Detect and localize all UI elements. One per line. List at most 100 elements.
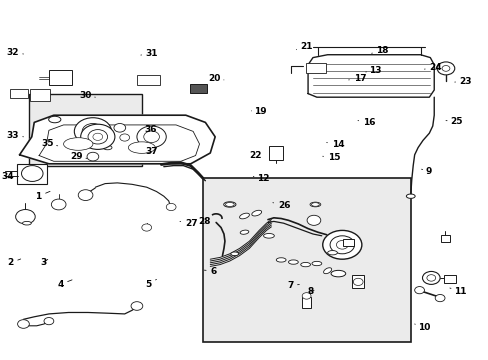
- Ellipse shape: [288, 260, 298, 264]
- Bar: [29, 94, 142, 166]
- Circle shape: [16, 210, 35, 224]
- Text: 1: 1: [35, 191, 50, 201]
- Text: 29: 29: [70, 152, 87, 161]
- Text: 22: 22: [249, 151, 262, 160]
- Circle shape: [78, 190, 93, 201]
- Ellipse shape: [311, 203, 319, 206]
- Ellipse shape: [128, 142, 155, 153]
- Ellipse shape: [239, 213, 249, 219]
- Bar: [10, 89, 28, 98]
- Bar: [443, 275, 455, 283]
- Text: 37: 37: [145, 147, 158, 156]
- Circle shape: [306, 215, 320, 225]
- Circle shape: [302, 293, 310, 299]
- Bar: [268, 146, 282, 160]
- Bar: [189, 84, 206, 93]
- Ellipse shape: [406, 194, 414, 198]
- Text: 4: 4: [57, 280, 72, 289]
- Circle shape: [352, 278, 362, 285]
- Circle shape: [18, 320, 29, 328]
- Circle shape: [114, 123, 125, 132]
- Text: 26: 26: [272, 201, 290, 210]
- Bar: [305, 63, 325, 73]
- Ellipse shape: [251, 210, 261, 216]
- Ellipse shape: [311, 261, 321, 266]
- Ellipse shape: [276, 258, 285, 262]
- Circle shape: [137, 126, 166, 148]
- Circle shape: [74, 118, 111, 145]
- Bar: [351, 275, 364, 288]
- Polygon shape: [20, 115, 215, 164]
- Text: 2: 2: [7, 258, 20, 267]
- Text: 9: 9: [421, 166, 431, 175]
- Bar: [302, 297, 310, 308]
- Circle shape: [82, 123, 103, 139]
- Text: 7: 7: [286, 281, 299, 290]
- Text: 10: 10: [414, 323, 429, 332]
- Text: 27: 27: [180, 219, 197, 228]
- Bar: [203, 178, 410, 342]
- Ellipse shape: [300, 262, 310, 267]
- Ellipse shape: [330, 270, 345, 277]
- Text: 30: 30: [80, 91, 95, 100]
- Bar: [343, 239, 353, 246]
- Ellipse shape: [240, 230, 248, 234]
- Text: 36: 36: [144, 125, 157, 134]
- Text: 24: 24: [424, 63, 441, 72]
- Text: 17: 17: [348, 74, 366, 83]
- Circle shape: [81, 124, 115, 149]
- Text: 18: 18: [371, 46, 388, 55]
- Circle shape: [441, 66, 449, 71]
- Circle shape: [414, 287, 424, 294]
- Circle shape: [329, 236, 354, 254]
- Circle shape: [88, 130, 107, 144]
- Circle shape: [426, 275, 435, 281]
- Circle shape: [44, 318, 54, 325]
- Circle shape: [21, 166, 43, 181]
- Text: 12: 12: [253, 174, 269, 183]
- Text: 5: 5: [145, 279, 156, 289]
- Ellipse shape: [263, 234, 274, 238]
- Ellipse shape: [225, 202, 234, 206]
- Circle shape: [436, 62, 454, 75]
- Text: 19: 19: [251, 107, 266, 116]
- Ellipse shape: [63, 138, 93, 150]
- Ellipse shape: [323, 268, 331, 274]
- Text: 3: 3: [40, 258, 48, 267]
- Polygon shape: [307, 55, 433, 97]
- Ellipse shape: [22, 221, 31, 225]
- Text: 20: 20: [208, 74, 224, 83]
- Text: 35: 35: [41, 139, 58, 148]
- Circle shape: [87, 152, 99, 161]
- Circle shape: [120, 134, 129, 141]
- Text: 21: 21: [296, 42, 313, 51]
- Bar: [49, 70, 72, 85]
- Bar: [30, 89, 50, 101]
- Circle shape: [143, 131, 159, 143]
- Bar: [17, 164, 47, 184]
- Text: 25: 25: [445, 117, 462, 126]
- Text: 32: 32: [6, 48, 23, 57]
- Text: 11: 11: [449, 287, 466, 296]
- Circle shape: [336, 240, 347, 249]
- Bar: [137, 75, 160, 85]
- Text: 13: 13: [365, 66, 381, 75]
- Ellipse shape: [327, 251, 337, 255]
- Text: 34: 34: [1, 172, 19, 181]
- Circle shape: [93, 133, 102, 140]
- Ellipse shape: [223, 202, 236, 207]
- Text: 15: 15: [322, 153, 340, 162]
- Text: 8: 8: [306, 287, 313, 296]
- Text: 14: 14: [326, 140, 344, 149]
- Text: 6: 6: [204, 266, 216, 276]
- Bar: [440, 235, 449, 242]
- Circle shape: [142, 224, 151, 231]
- Circle shape: [434, 294, 444, 302]
- Text: 28: 28: [194, 216, 210, 225]
- Circle shape: [322, 230, 361, 259]
- Circle shape: [422, 271, 439, 284]
- Circle shape: [51, 199, 66, 210]
- Ellipse shape: [230, 252, 238, 256]
- Circle shape: [166, 203, 176, 211]
- Ellipse shape: [103, 145, 112, 150]
